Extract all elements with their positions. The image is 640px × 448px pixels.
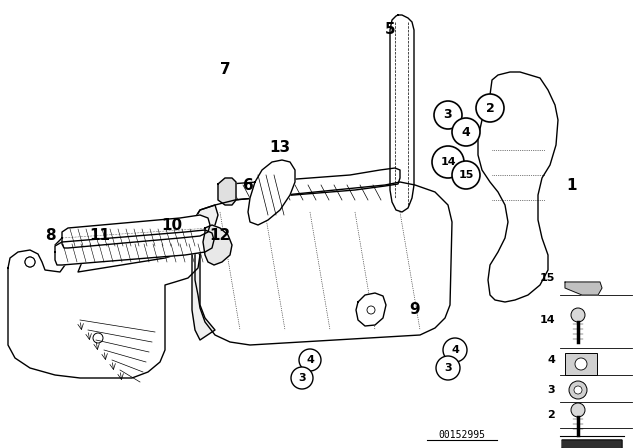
- Circle shape: [299, 349, 321, 371]
- Text: 2: 2: [486, 102, 494, 115]
- Polygon shape: [562, 440, 622, 448]
- Circle shape: [476, 94, 504, 122]
- Circle shape: [443, 338, 467, 362]
- Text: 15: 15: [458, 170, 474, 180]
- Text: 14: 14: [440, 157, 456, 167]
- Text: 3: 3: [547, 385, 555, 395]
- Text: 1: 1: [567, 177, 577, 193]
- Text: 4: 4: [461, 125, 470, 138]
- Polygon shape: [478, 72, 558, 302]
- Text: 14: 14: [540, 315, 555, 325]
- Circle shape: [574, 386, 582, 394]
- Text: 15: 15: [540, 273, 555, 283]
- Polygon shape: [218, 178, 236, 205]
- Text: 13: 13: [269, 141, 291, 155]
- Text: 9: 9: [410, 302, 420, 318]
- Text: 4: 4: [547, 355, 555, 365]
- Text: 4: 4: [451, 345, 459, 355]
- Text: 3: 3: [444, 108, 452, 121]
- Text: 3: 3: [298, 373, 306, 383]
- Text: 6: 6: [243, 177, 253, 193]
- Circle shape: [291, 367, 313, 389]
- Text: 11: 11: [90, 228, 111, 242]
- Polygon shape: [565, 282, 602, 295]
- Circle shape: [571, 403, 585, 417]
- Circle shape: [569, 381, 587, 399]
- Polygon shape: [248, 160, 295, 225]
- Polygon shape: [203, 225, 232, 265]
- Circle shape: [25, 257, 35, 267]
- Circle shape: [434, 101, 462, 129]
- Text: 7: 7: [220, 63, 230, 78]
- Circle shape: [452, 118, 480, 146]
- Polygon shape: [62, 215, 210, 248]
- Polygon shape: [195, 182, 452, 345]
- Bar: [565, 353, 597, 375]
- Polygon shape: [55, 230, 214, 265]
- Text: 3: 3: [444, 363, 452, 373]
- Circle shape: [575, 358, 587, 370]
- Polygon shape: [8, 235, 200, 378]
- Text: 10: 10: [161, 217, 182, 233]
- Polygon shape: [390, 15, 414, 212]
- Text: 12: 12: [209, 228, 230, 242]
- Circle shape: [571, 308, 585, 322]
- Text: 00152995: 00152995: [438, 430, 486, 440]
- Text: 8: 8: [45, 228, 55, 242]
- Text: 4: 4: [306, 355, 314, 365]
- Text: 5: 5: [385, 22, 396, 38]
- Polygon shape: [192, 205, 218, 340]
- Text: 2: 2: [547, 410, 555, 420]
- Circle shape: [432, 146, 464, 178]
- Circle shape: [452, 161, 480, 189]
- Circle shape: [436, 356, 460, 380]
- Polygon shape: [220, 168, 400, 202]
- Polygon shape: [356, 293, 386, 326]
